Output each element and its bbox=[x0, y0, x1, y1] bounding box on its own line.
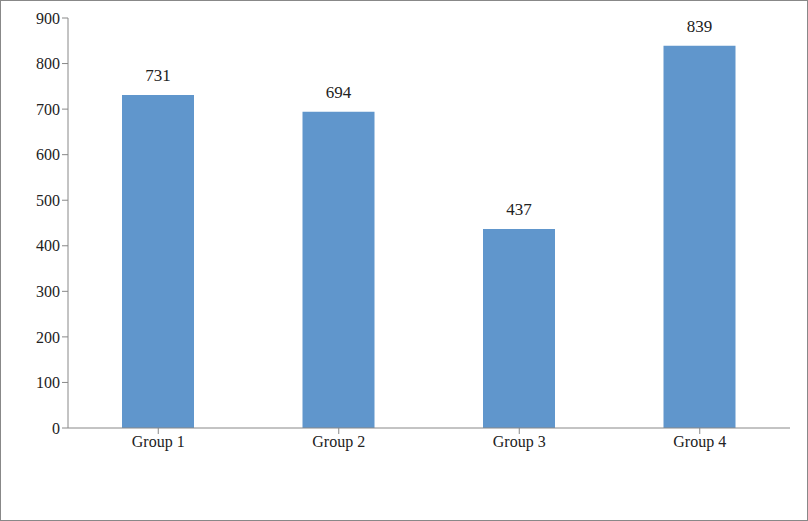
svg-text:700: 700 bbox=[36, 101, 60, 118]
svg-text:200: 200 bbox=[36, 329, 60, 346]
svg-text:0: 0 bbox=[52, 420, 60, 437]
svg-text:100: 100 bbox=[36, 374, 60, 391]
svg-text:500: 500 bbox=[36, 192, 60, 209]
svg-text:731: 731 bbox=[145, 66, 171, 85]
svg-text:437: 437 bbox=[506, 200, 532, 219]
svg-text:600: 600 bbox=[36, 146, 60, 163]
svg-text:Group 4: Group 4 bbox=[673, 433, 726, 451]
svg-text:400: 400 bbox=[36, 237, 60, 254]
svg-text:694: 694 bbox=[326, 83, 352, 102]
svg-text:300: 300 bbox=[36, 283, 60, 300]
svg-text:Group 3: Group 3 bbox=[493, 433, 546, 451]
svg-text:Group 1: Group 1 bbox=[132, 433, 185, 451]
svg-text:839: 839 bbox=[687, 17, 713, 36]
svg-text:900: 900 bbox=[36, 10, 60, 27]
svg-text:800: 800 bbox=[36, 55, 60, 72]
svg-text:Group 2: Group 2 bbox=[312, 433, 365, 451]
